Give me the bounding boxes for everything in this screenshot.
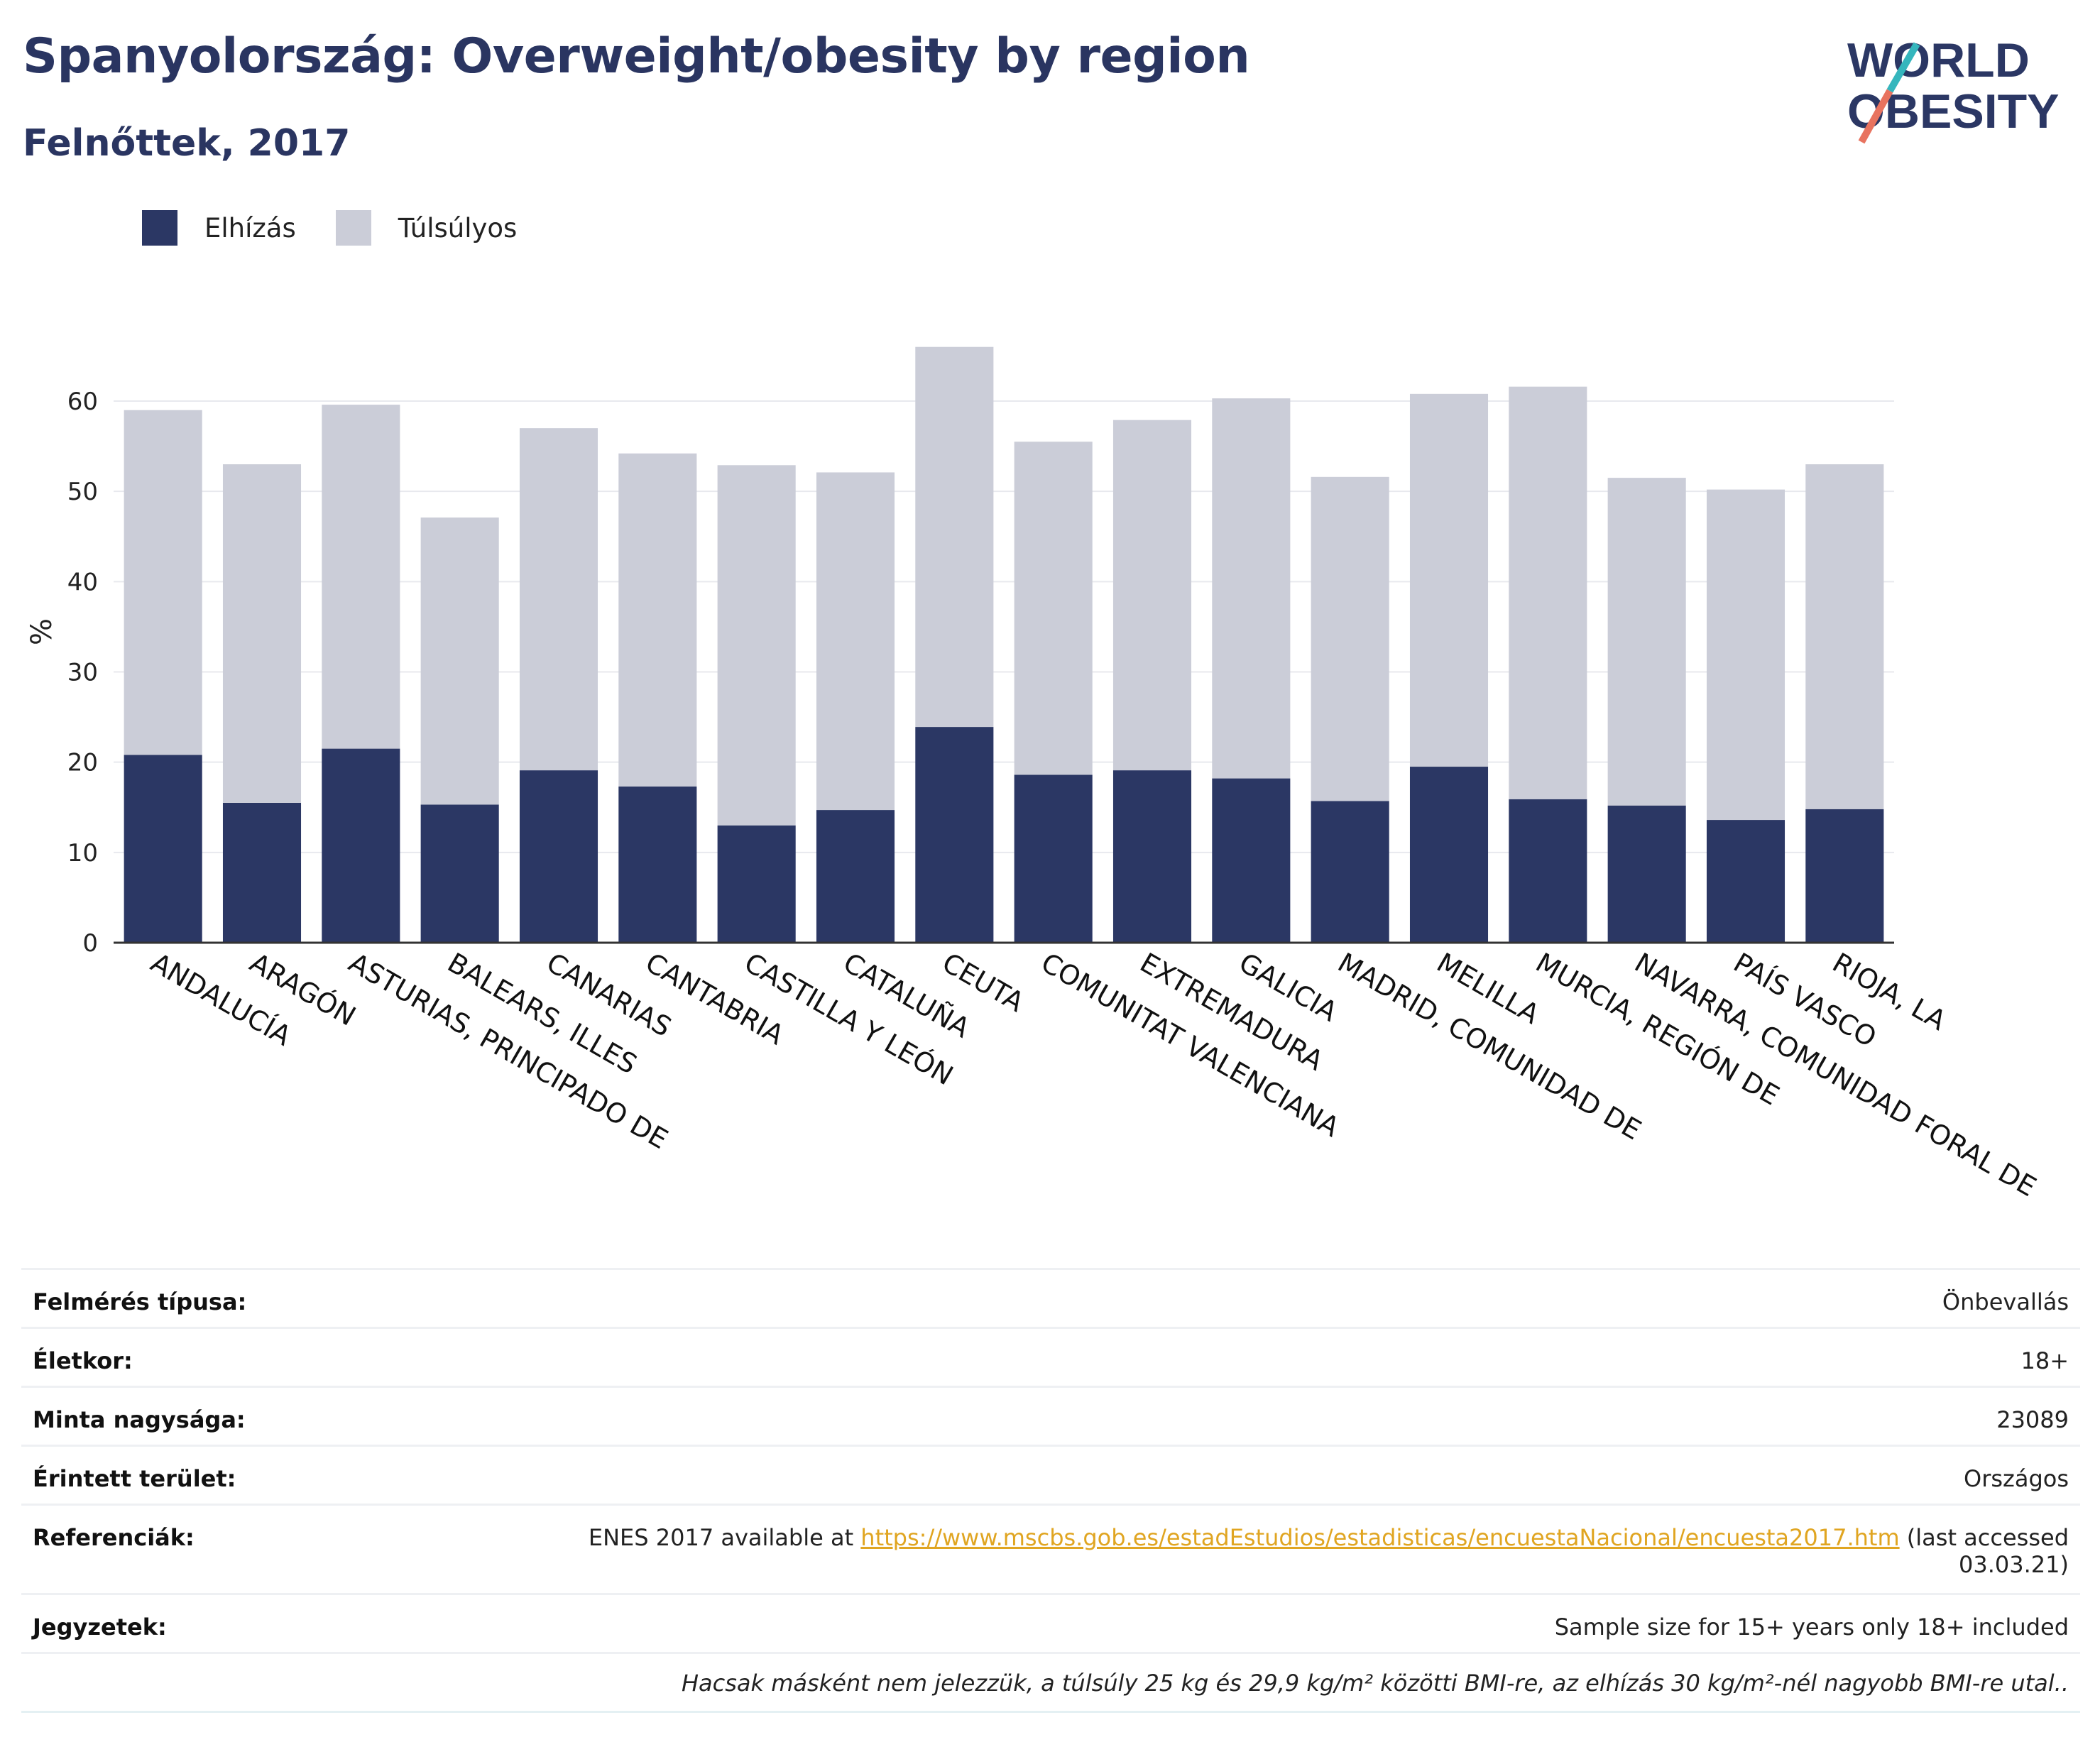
footnote-text: Hacsak másként nem jelezzük, a túlsúly 2…: [21, 1652, 2080, 1713]
bar-overweight: [322, 405, 400, 749]
meta-value: Országos: [541, 1445, 2080, 1505]
meta-row-sample-size: Minta nagysága: 23089: [21, 1386, 2080, 1446]
bar-overweight: [1112, 420, 1192, 771]
bar-overweight: [519, 428, 598, 771]
svg-text:OBESITY: OBESITY: [1847, 84, 2060, 138]
bar-obesity: [420, 804, 499, 943]
x-tick-label: NAVARRA, COMUNIDAD FORAL DE: [1629, 947, 2041, 1203]
reference-accessed-date: 03.03.21): [1959, 1551, 2069, 1578]
reference-suffix: (last accessed: [1899, 1524, 2069, 1551]
bar-obesity: [1311, 801, 1389, 943]
y-tick-label: 40: [67, 568, 98, 596]
legend-swatch-overweight: [335, 210, 371, 246]
legend-item-obesity: Elhízás: [142, 210, 296, 246]
bar-obesity: [1112, 770, 1192, 943]
meta-label: Referenciák:: [21, 1504, 541, 1594]
svg-text:WORLD: WORLD: [1847, 33, 2030, 87]
y-tick-label: 30: [67, 659, 98, 687]
bar-overweight: [816, 472, 895, 811]
y-tick-label: 10: [67, 839, 98, 867]
chart-legend: Elhízás Túlsúlyos: [142, 210, 557, 246]
meta-label: Minta nagysága:: [21, 1386, 541, 1446]
y-tick-label: 60: [67, 388, 98, 416]
bar-obesity: [1212, 778, 1291, 943]
bar-obesity: [816, 810, 895, 943]
bar-overweight: [420, 517, 499, 805]
meta-label: Életkor:: [21, 1327, 541, 1387]
meta-value: Önbevallás: [541, 1268, 2080, 1328]
meta-value: Sample size for 15+ years only 18+ inclu…: [541, 1593, 2080, 1653]
meta-row-references: Referenciák: ENES 2017 available at http…: [21, 1504, 2080, 1594]
bar-obesity: [222, 802, 302, 943]
bar-overweight: [222, 464, 302, 803]
metadata-table: Felmérés típusa: Önbevallás Életkor: 18+…: [21, 1268, 2080, 1713]
bar-obesity: [618, 787, 697, 943]
bar-overweight: [717, 465, 796, 826]
legend-swatch-obesity: [142, 210, 177, 246]
world-obesity-logo: WORLD OBESITY: [1847, 33, 2060, 144]
meta-row-age: Életkor: 18+: [21, 1327, 2080, 1387]
reference-link[interactable]: https://www.mscbs.gob.es/estadEstudios/e…: [860, 1524, 1900, 1551]
meta-row-footnote: Hacsak másként nem jelezzük, a túlsúly 2…: [21, 1652, 2080, 1713]
legend-label-overweight: Túlsúlyos: [398, 212, 518, 243]
bar-overweight: [1607, 478, 1686, 806]
meta-value: ENES 2017 available at https://www.mscbs…: [541, 1504, 2080, 1594]
meta-value: 18+: [541, 1327, 2080, 1387]
bar-obesity: [1409, 767, 1489, 943]
bar-obesity: [1014, 774, 1093, 943]
meta-label: Felmérés típusa:: [21, 1268, 541, 1328]
bar-overweight: [1509, 386, 1587, 799]
y-tick-label: 50: [67, 478, 98, 506]
bar-obesity: [124, 755, 202, 943]
bar-obesity: [1805, 809, 1884, 943]
legend-item-overweight: Túlsúlyos: [335, 210, 518, 246]
bar-obesity: [1607, 805, 1686, 943]
bar-obesity: [1509, 799, 1587, 943]
bar-overweight: [124, 410, 202, 755]
meta-row-area: Érintett terület: Országos: [21, 1445, 2080, 1505]
bar-overweight: [1706, 489, 1785, 821]
meta-label: Érintett terület:: [21, 1445, 541, 1505]
reference-prefix: ENES 2017 available at: [588, 1524, 861, 1551]
bar-overweight: [1311, 476, 1389, 801]
meta-label: Jegyzetek:: [21, 1593, 541, 1653]
meta-row-survey-type: Felmérés típusa: Önbevallás: [21, 1268, 2080, 1328]
meta-value: 23089: [541, 1386, 2080, 1446]
bar-obesity: [915, 727, 994, 943]
meta-row-notes: Jegyzetek: Sample size for 15+ years onl…: [21, 1593, 2080, 1653]
y-axis-label: %: [26, 618, 58, 645]
bar-overweight: [1805, 464, 1884, 809]
bar-overweight: [1212, 398, 1291, 779]
chart-subtitle: Felnőttek, 2017: [23, 122, 351, 165]
bar-overweight: [1409, 393, 1489, 767]
bar-overweight: [915, 346, 994, 728]
legend-label-obesity: Elhízás: [204, 212, 296, 243]
y-tick-label: 20: [67, 749, 98, 777]
bar-obesity: [717, 825, 796, 943]
y-tick-label: 0: [82, 929, 98, 958]
bar-overweight: [618, 453, 697, 787]
bar-obesity: [322, 748, 400, 943]
bar-obesity: [1706, 820, 1785, 943]
bar-overweight: [1014, 442, 1093, 775]
bar-obesity: [519, 770, 598, 943]
chart-title: Spanyolország: Overweight/obesity by reg…: [23, 28, 1250, 84]
